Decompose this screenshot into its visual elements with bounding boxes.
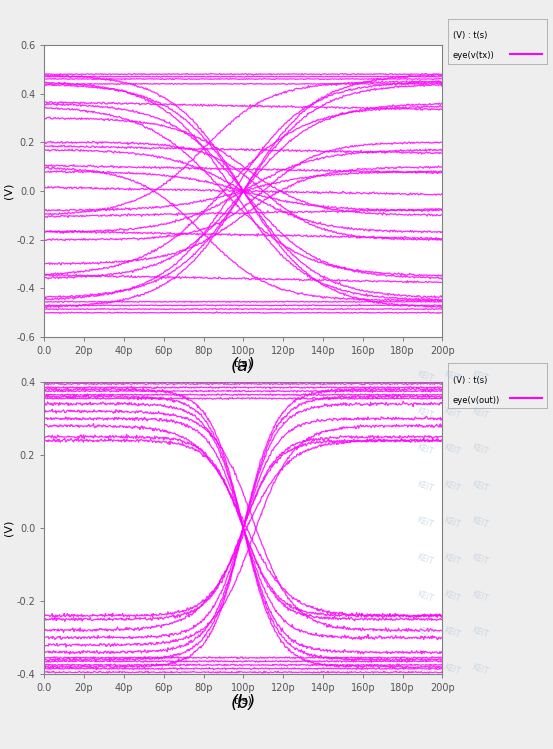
Text: (b): (b) (231, 694, 256, 712)
X-axis label: t(s): t(s) (234, 696, 253, 706)
Text: eye(v(tx)): eye(v(tx)) (453, 51, 494, 60)
Text: KEIT: KEIT (443, 370, 462, 384)
Text: KEIT: KEIT (443, 662, 462, 676)
Text: KEIT: KEIT (470, 662, 489, 676)
Text: KEIT: KEIT (443, 625, 462, 640)
Text: (V) : t(s): (V) : t(s) (453, 31, 487, 40)
Text: KEIT: KEIT (416, 516, 434, 530)
Text: KEIT: KEIT (443, 407, 462, 420)
X-axis label: t(s): t(s) (234, 359, 253, 369)
Text: KEIT: KEIT (470, 589, 489, 603)
Text: KEIT: KEIT (443, 589, 462, 603)
Y-axis label: (V): (V) (3, 183, 14, 199)
Text: eye(v(out)): eye(v(out)) (453, 395, 500, 404)
Text: KEIT: KEIT (416, 553, 434, 566)
Text: (a): (a) (231, 357, 256, 374)
Text: KEIT: KEIT (470, 479, 489, 494)
Text: KEIT: KEIT (470, 407, 489, 420)
Text: KEIT: KEIT (416, 370, 434, 384)
Text: KEIT: KEIT (416, 479, 434, 494)
Text: KEIT: KEIT (470, 516, 489, 530)
Text: KEIT: KEIT (470, 443, 489, 457)
Text: (V) : t(s): (V) : t(s) (453, 376, 487, 385)
Text: KEIT: KEIT (443, 479, 462, 494)
Text: KEIT: KEIT (416, 407, 434, 420)
Text: KEIT: KEIT (470, 553, 489, 566)
Text: KEIT: KEIT (443, 443, 462, 457)
Text: KEIT: KEIT (443, 553, 462, 566)
Text: KEIT: KEIT (416, 443, 434, 457)
Y-axis label: (V): (V) (3, 520, 14, 536)
Text: KEIT: KEIT (443, 516, 462, 530)
Text: KEIT: KEIT (416, 662, 434, 676)
Text: KEIT: KEIT (470, 370, 489, 384)
Text: KEIT: KEIT (470, 625, 489, 640)
Text: KEIT: KEIT (416, 589, 434, 603)
Text: KEIT: KEIT (416, 625, 434, 640)
